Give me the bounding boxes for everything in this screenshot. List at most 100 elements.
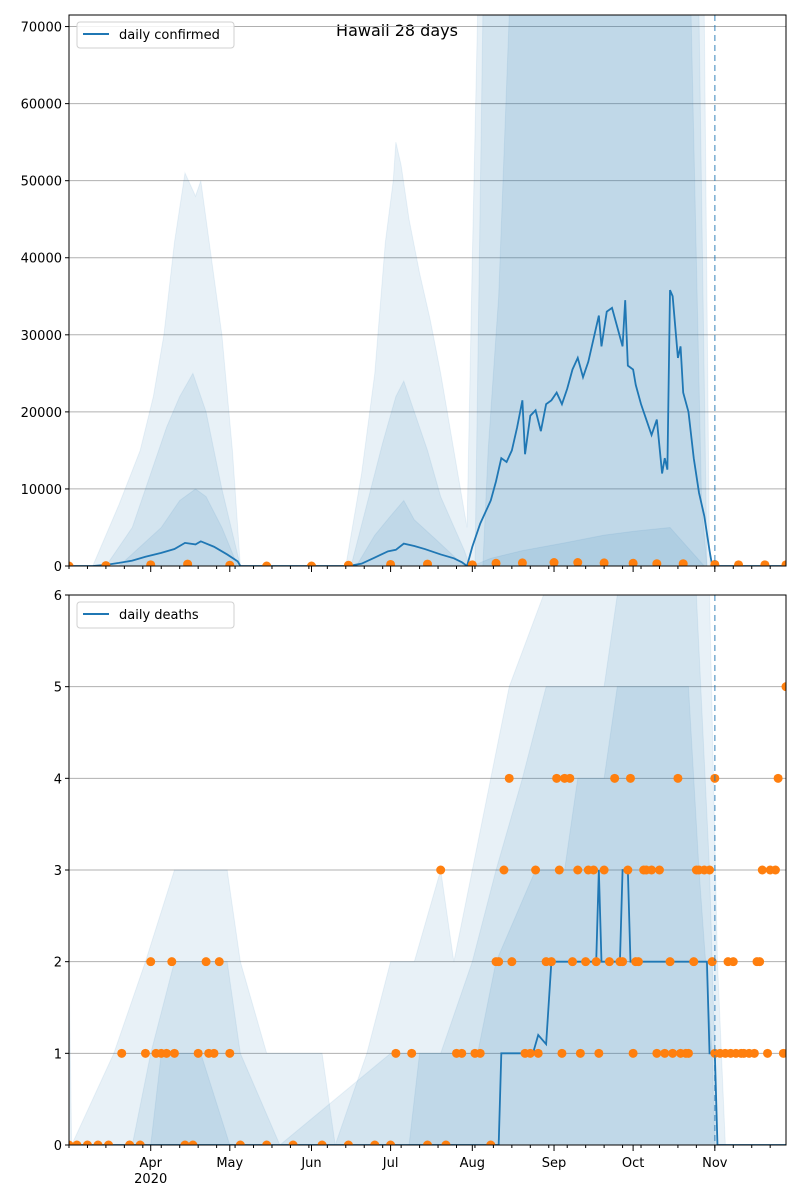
y-tick-label: 40000 [21,252,62,267]
data-point [507,957,517,967]
data-point [604,957,614,967]
data-point [457,1048,467,1058]
data-point [423,559,432,566]
data-point [475,1048,485,1058]
data-point [654,865,664,875]
data-point [183,559,193,566]
y-tick-label: 4 [54,772,62,787]
data-point [180,1140,190,1145]
x-tick-label: May [216,1156,243,1171]
data-point [72,1140,82,1145]
data-point [567,957,577,967]
data-point [188,1140,198,1145]
data-point [665,957,675,967]
data-point [554,865,564,875]
data-point [225,560,235,566]
data-point [370,1140,380,1145]
data-point [504,773,514,783]
data-point [668,1048,678,1058]
uncertainty-band-2 [105,15,708,566]
data-point [757,865,767,875]
y-tick-label: 60000 [21,98,62,113]
data-point [486,1140,496,1145]
data-point [423,1140,432,1145]
x-tick-label: Apr [139,1156,162,1171]
data-point [760,560,770,566]
data-point [343,560,353,566]
data-point [594,1048,604,1058]
daily-confirmed-panel: 0 10000 20000 30000 40000 50000 60000 70000 dail… [21,14,787,575]
y-tick-label: 10000 [21,483,62,498]
plot-area [69,15,786,566]
x-tick-label: Nov [702,1156,728,1171]
data-point [781,682,786,692]
data-point [647,865,657,875]
data-point [146,560,156,566]
x-tick-label: Jun [300,1156,321,1171]
data-point [386,559,396,566]
uncertainty-band-4 [472,526,705,566]
data-point [673,773,683,783]
data-point [628,1048,638,1058]
legend-box [76,601,235,629]
data-point [533,1048,543,1058]
y-tick-label: 2 [54,956,62,971]
data-point [169,1048,179,1058]
data-point [575,1048,585,1058]
y-tick-label: 70000 [21,21,62,36]
data-point [407,1048,417,1058]
data-point [209,1048,219,1058]
data-point [525,1048,535,1058]
data-point [193,1048,203,1058]
data-point [660,1048,670,1058]
legend: daily deaths [76,601,235,629]
data-point [678,559,688,566]
data-point [386,1140,396,1145]
y-tick-label: 30000 [21,329,62,344]
data-point [146,957,156,967]
data-point [125,1140,135,1145]
data-point [69,561,74,566]
data-point [734,560,744,566]
data-point [652,1048,662,1058]
data-point [546,957,556,967]
y-tick-label: 0 [54,1139,62,1154]
data-point [467,560,477,566]
daily-deaths-panel: 0 1 2 3 4 5 6 Apr May Jun Jul Aug Sep Oct Nov 2020 daily… [54,589,787,1187]
data-point [162,1048,172,1058]
data-point [140,1048,150,1058]
data-point [201,957,211,967]
data-point [778,1048,786,1058]
y-tick-label: 1 [54,1047,62,1062]
data-point [781,560,786,566]
data-point [317,1140,327,1145]
data-point [499,865,509,875]
data-point [491,558,501,566]
data-point [710,559,720,566]
data-point [69,1140,74,1145]
data-point [104,1140,114,1145]
x-year-label: 2020 [134,1172,167,1187]
data-point [755,957,765,967]
data-point [93,1140,103,1145]
data-point [633,957,643,967]
data-point [628,558,638,566]
data-point [773,773,783,783]
plot-area [69,595,786,1145]
data-point [531,865,541,875]
y-tick-label: 6 [54,589,62,604]
data-point [101,561,111,566]
data-point [262,1140,272,1145]
data-point [391,1048,401,1058]
legend-label: daily confirmed [119,28,220,43]
x-tick-label: Aug [460,1156,485,1171]
data-point [770,865,780,875]
data-point [763,1048,773,1058]
data-point [262,561,272,566]
data-point [749,1048,759,1058]
data-point [557,1048,567,1058]
data-point [652,559,662,566]
data-point [343,1140,353,1145]
data-point [589,865,599,875]
